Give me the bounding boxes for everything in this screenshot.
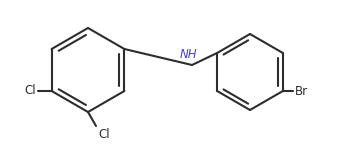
Text: Cl: Cl	[24, 85, 36, 98]
Text: Cl: Cl	[98, 128, 110, 141]
Text: NH: NH	[180, 48, 198, 61]
Text: Br: Br	[295, 85, 308, 98]
